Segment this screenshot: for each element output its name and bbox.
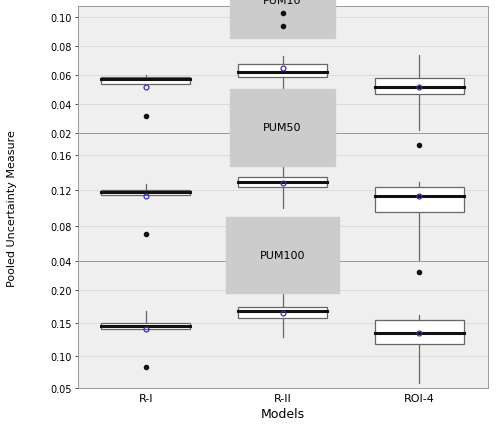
Title: PUM50: PUM50 [263, 123, 302, 133]
Bar [375, 320, 464, 344]
Bar [375, 187, 464, 213]
Text: Pooled Uncertainty Measure: Pooled Uncertainty Measure [8, 130, 18, 286]
Bar [102, 323, 190, 330]
Bar [238, 178, 327, 187]
Bar [375, 79, 464, 95]
Bar [238, 307, 327, 318]
Title: PUM100: PUM100 [260, 250, 305, 260]
Bar [102, 77, 190, 85]
Title: PUM10: PUM10 [263, 0, 302, 6]
Bar [238, 64, 327, 77]
X-axis label: Models: Models [260, 408, 304, 421]
Bar [102, 191, 190, 195]
